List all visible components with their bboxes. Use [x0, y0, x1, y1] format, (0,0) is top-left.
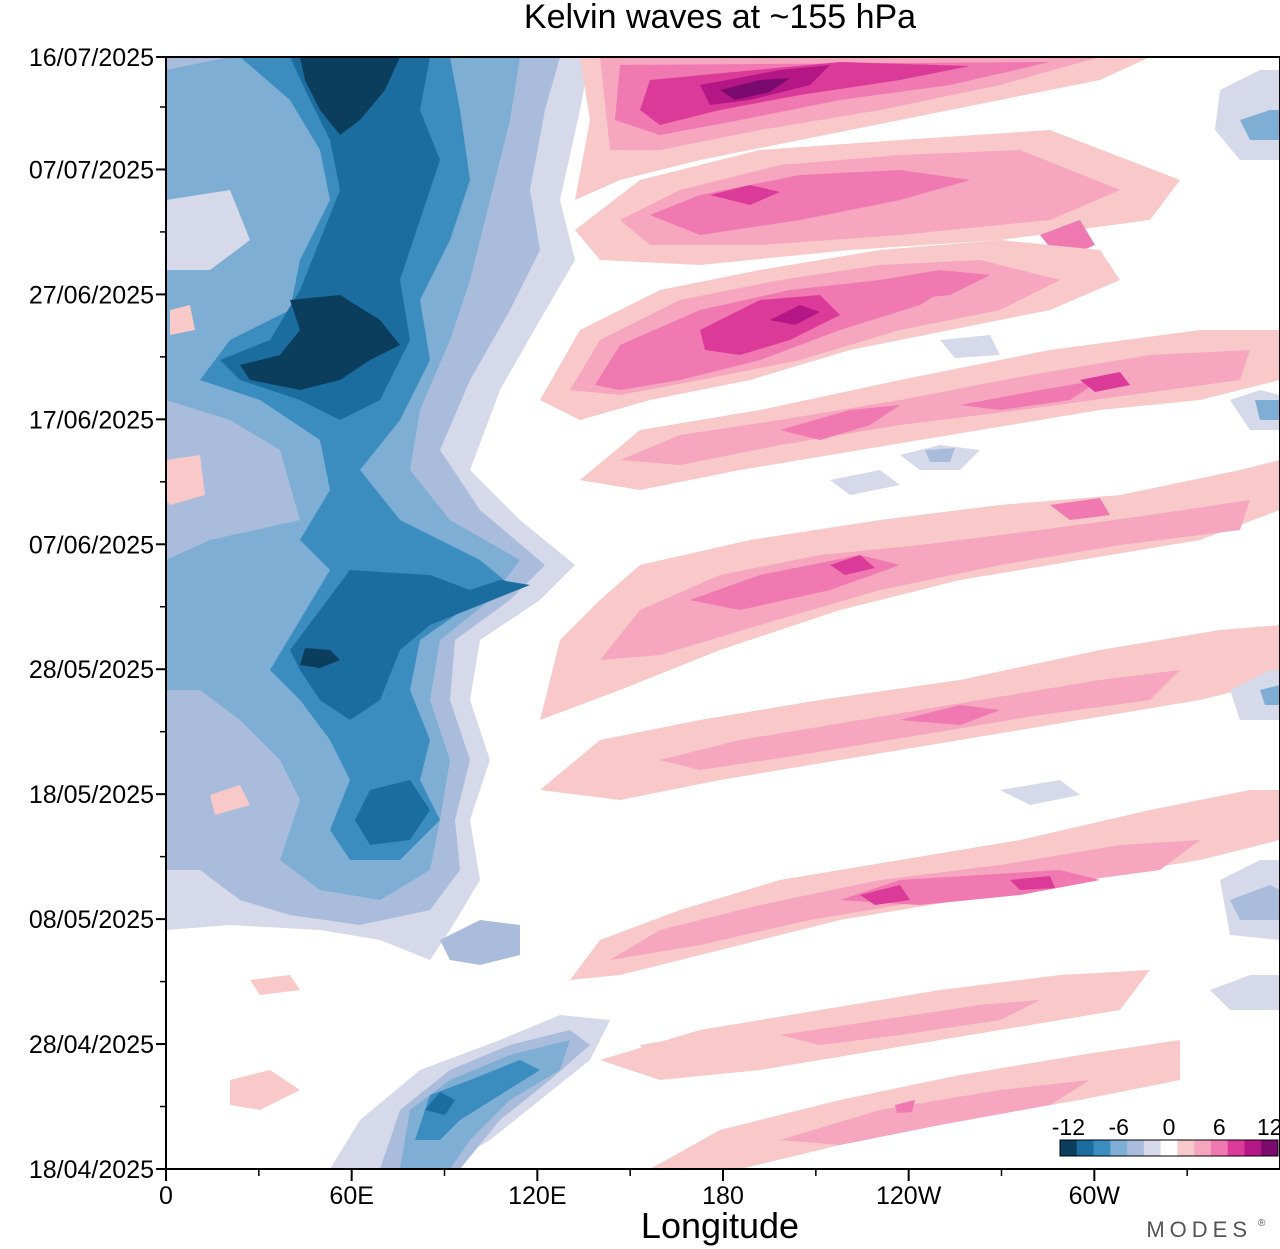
- colorbar-swatch: [1194, 1140, 1212, 1156]
- colorbar-swatch: [1227, 1140, 1245, 1156]
- modes-logo: MODES: [1146, 1217, 1252, 1242]
- colorbar-swatch: [1127, 1140, 1145, 1156]
- colorbar-frame: [1059, 1139, 1279, 1157]
- negative-patches-east: [830, 70, 1280, 1010]
- colorbar-label: 0: [1163, 1114, 1176, 1140]
- x-axis-label: Longitude: [641, 1205, 799, 1246]
- y-tick-label: 28/04/2025: [29, 1031, 154, 1059]
- y-tick-label: 18/04/2025: [29, 1156, 154, 1184]
- colorbar-swatch: [1143, 1140, 1162, 1156]
- negative-band-indian-ocean: [166, 57, 590, 960]
- x-tick-label: 0: [159, 1182, 173, 1210]
- y-tick-label: 28/05/2025: [29, 656, 154, 684]
- colorbar-label: 6: [1213, 1114, 1226, 1140]
- x-tick-label: 120W: [876, 1182, 942, 1210]
- colorbar-label: 12: [1257, 1114, 1280, 1140]
- colorbar-label: -6: [1108, 1114, 1128, 1140]
- y-tick-label: 16/07/2025: [29, 44, 154, 72]
- colorbar-swatch: [1076, 1140, 1095, 1156]
- y-axis: 16/07/2025 07/07/2025 27/06/2025 17/06/2025…: [29, 44, 166, 1184]
- y-tick-label: 07/07/2025: [29, 156, 154, 184]
- x-tick-label: 60W: [1069, 1182, 1121, 1210]
- y-tick-label: 07/06/2025: [29, 531, 154, 559]
- colorbar-swatch: [1110, 1140, 1128, 1156]
- contour-field: [166, 57, 1280, 1169]
- x-tick-label: 60E: [329, 1182, 373, 1210]
- x-tick-label: 180: [702, 1182, 744, 1210]
- colorbar-label: -12: [1052, 1114, 1085, 1140]
- positive-kelvin-streaks: [166, 57, 1280, 1169]
- y-tick-label: 18/05/2025: [29, 781, 154, 809]
- y-tick-label: 27/06/2025: [29, 281, 154, 309]
- colorbar-swatch: [1093, 1140, 1111, 1156]
- registered-mark: ®: [1258, 1218, 1266, 1229]
- x-axis: 0 60E 120E 180 120W 60W: [159, 1169, 1188, 1210]
- colorbar-swatch: [1060, 1140, 1078, 1156]
- colorbar-swatch: [1261, 1140, 1279, 1156]
- chart-title: Kelvin waves at ~155 hPa: [524, 0, 916, 36]
- x-tick-label: 120E: [508, 1182, 566, 1210]
- colorbar: -12 -6 0 6 12: [1052, 1114, 1280, 1157]
- y-tick-label: 08/05/2025: [29, 906, 154, 934]
- colorbar-swatch: [1177, 1140, 1195, 1156]
- colorbar-swatch: [1160, 1140, 1178, 1156]
- colorbar-swatch: [1210, 1140, 1229, 1156]
- y-tick-label: 17/06/2025: [29, 406, 154, 434]
- colorbar-swatch: [1244, 1140, 1262, 1156]
- negative-band-late-april: [330, 920, 610, 1169]
